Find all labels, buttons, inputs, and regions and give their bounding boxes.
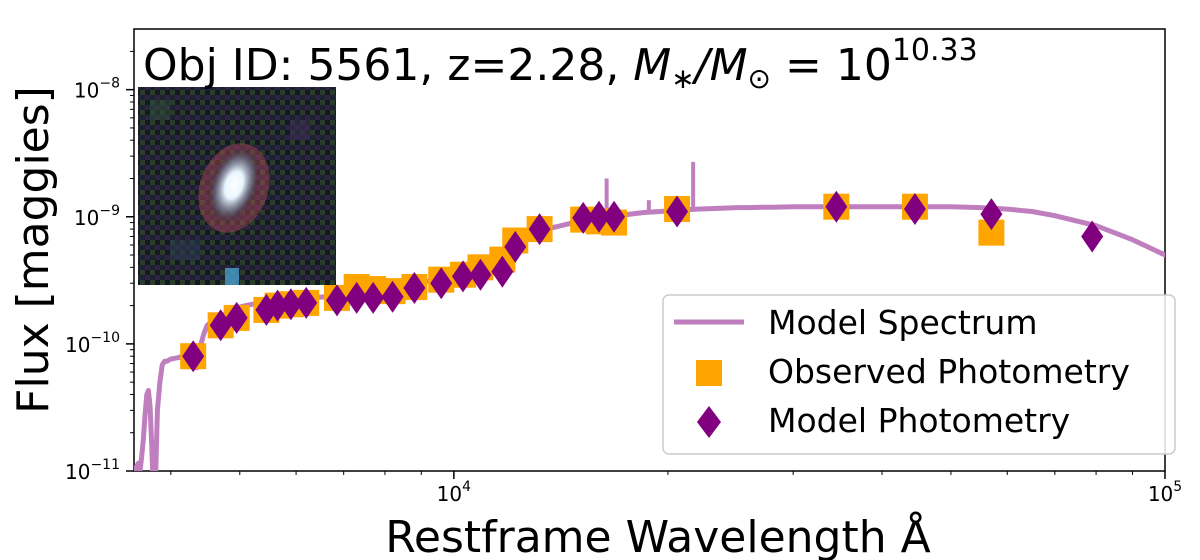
legend-box bbox=[662, 294, 1176, 455]
y-tick-label: 10−9 bbox=[74, 203, 120, 230]
x-axis-label: Restframe Wavelength Å bbox=[385, 510, 930, 560]
title-mass-exp: 10.33 bbox=[892, 33, 978, 68]
legend: Model Spectrum Observed Photometry Model… bbox=[662, 294, 1176, 455]
y-tick-label: 10−11 bbox=[65, 457, 120, 484]
model-photometry-point bbox=[381, 280, 404, 313]
legend-label-model-phot: Model Photometry bbox=[768, 401, 1070, 440]
model-photometry-point bbox=[345, 281, 368, 314]
model-photometry-point bbox=[491, 255, 514, 288]
model-photometry-point bbox=[980, 198, 1003, 231]
x-tick-label: 104 bbox=[437, 479, 471, 506]
model-photometry-point bbox=[825, 190, 848, 223]
model-photometry-point bbox=[182, 340, 205, 373]
title-mass-m: M bbox=[633, 40, 671, 91]
model-photometry-markers bbox=[182, 190, 1104, 373]
model-photometry-point bbox=[504, 230, 527, 263]
y-tick-label: 10−10 bbox=[65, 330, 120, 357]
title-mass-star: ∗ bbox=[671, 62, 694, 95]
axis-ticks: 104 105 10−11 10−10 10−9 10−8 bbox=[65, 50, 1182, 506]
legend-label-observed: Observed Photometry bbox=[768, 352, 1130, 391]
model-photometry-point bbox=[326, 284, 349, 317]
galaxy-cutout-image bbox=[138, 87, 336, 285]
model-photometry-point bbox=[225, 301, 248, 334]
model-photometry-point bbox=[588, 200, 611, 233]
y-axis-label: Flux [maggies] bbox=[8, 86, 59, 414]
model-photometry-point bbox=[528, 213, 551, 246]
model-photometry-point bbox=[603, 200, 626, 233]
model-photometry-point bbox=[266, 289, 289, 322]
model-photometry-point bbox=[362, 281, 385, 314]
model-photometry-point bbox=[295, 286, 318, 319]
legend-label-model-spectrum: Model Spectrum bbox=[768, 303, 1037, 342]
model-photometry-point bbox=[666, 195, 689, 228]
model-photometry-point bbox=[279, 288, 302, 321]
legend-model-phot-swatch bbox=[697, 406, 721, 438]
legend-observed-swatch bbox=[696, 360, 722, 386]
model-photometry-point bbox=[403, 272, 426, 305]
title-mass-sun: ⊙ bbox=[748, 62, 771, 95]
model-photometry-point bbox=[903, 193, 926, 226]
model-photometry-point bbox=[430, 267, 453, 300]
y-tick-label: 10−8 bbox=[74, 76, 120, 103]
title-mass-slash: / bbox=[691, 40, 714, 91]
model-photometry-point bbox=[469, 258, 492, 291]
title-mass-m2: M bbox=[710, 40, 748, 91]
title-mass-eq: = 10 bbox=[771, 40, 892, 91]
x-tick-label: 105 bbox=[1148, 479, 1182, 506]
chart-title: Obj ID: 5561, z=2.28, M∗/M⊙ = 1010.33 bbox=[143, 33, 978, 95]
title-prefix: Obj ID: 5561, z=2.28, bbox=[143, 40, 633, 91]
model-photometry-point bbox=[572, 201, 595, 234]
model-photometry-point bbox=[1081, 220, 1104, 253]
model-photometry-point bbox=[451, 260, 474, 293]
